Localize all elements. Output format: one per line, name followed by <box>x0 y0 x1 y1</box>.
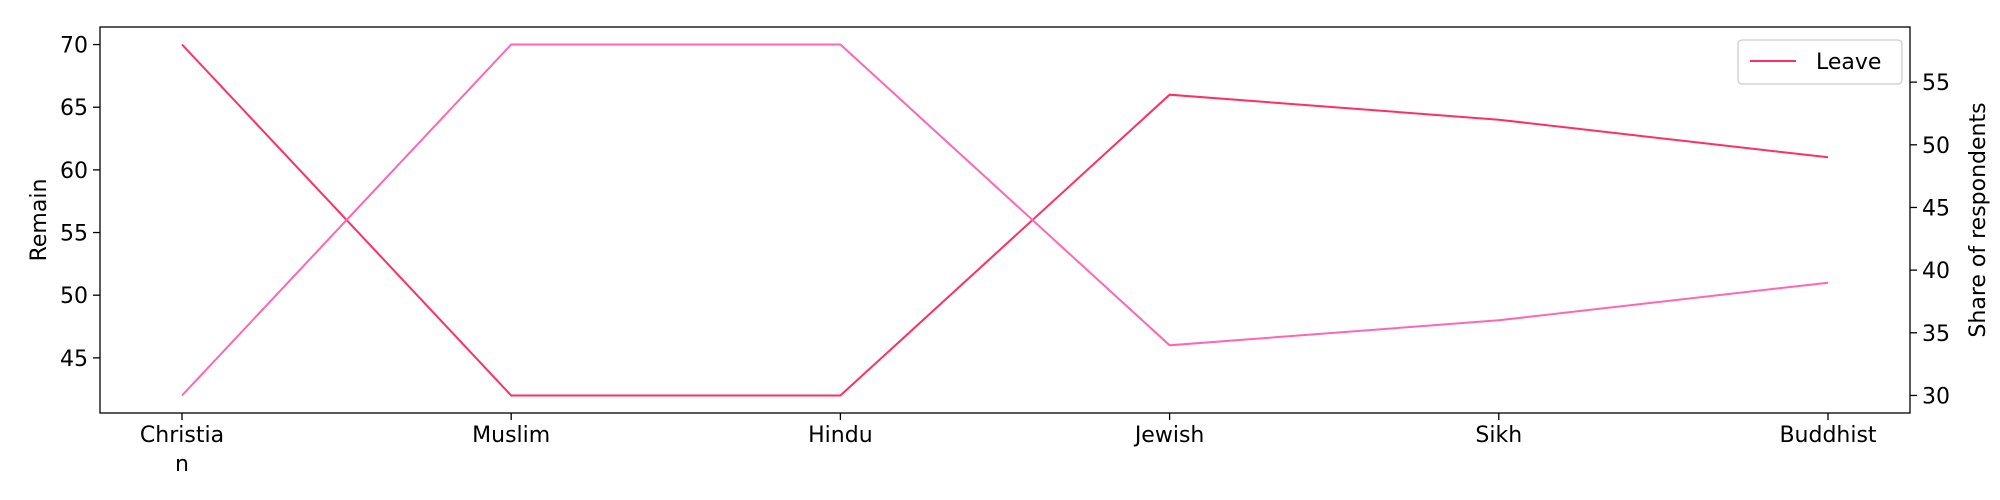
y-left-tick-label: 50 <box>60 284 88 309</box>
y-right-tick-label: 50 <box>1922 134 1950 159</box>
y-left-tick-label: 60 <box>60 159 88 184</box>
legend-label-leave: Leave <box>1816 50 1881 75</box>
x-tick-label: Sikh <box>1475 423 1522 448</box>
y-left-tick-label: 45 <box>60 347 88 372</box>
x-tick-label: Jewish <box>1133 423 1205 448</box>
y-axis-right-title: Share of respondents <box>1966 102 1991 337</box>
y-axis-left-title: Remain <box>27 179 52 262</box>
y-axis-left: 45 50 55 60 65 70 <box>60 34 100 372</box>
plot-frame <box>99 26 1911 414</box>
legend-box <box>1737 39 1903 85</box>
y-left-tick-label: 55 <box>60 222 88 247</box>
y-right-tick-label: 40 <box>1922 259 1950 284</box>
y-right-tick-label: 30 <box>1922 384 1950 409</box>
y-right-tick-label: 35 <box>1922 322 1950 347</box>
x-tick-label: Hindu <box>808 423 873 448</box>
x-tick-label: Buddhist <box>1779 423 1876 448</box>
plot-series <box>181 43 1829 397</box>
x-tick-label: Muslim <box>472 423 550 448</box>
series-line-left-axis <box>181 43 1829 397</box>
y-right-tick-label: 55 <box>1922 71 1950 96</box>
y-left-tick-label: 70 <box>60 34 88 59</box>
y-right-tick-label: 45 <box>1922 196 1950 221</box>
x-axis: Christia n Muslim Hindu Jewish Sikh Buddhist <box>140 413 1877 477</box>
legend: Leave <box>1737 39 1903 85</box>
y-left-tick-label: 65 <box>60 96 88 121</box>
series-line-right-axis <box>181 43 1829 397</box>
x-tick-label: Christia n <box>140 423 224 477</box>
y-axis-right: 30 35 40 45 50 55 <box>1910 71 1950 409</box>
